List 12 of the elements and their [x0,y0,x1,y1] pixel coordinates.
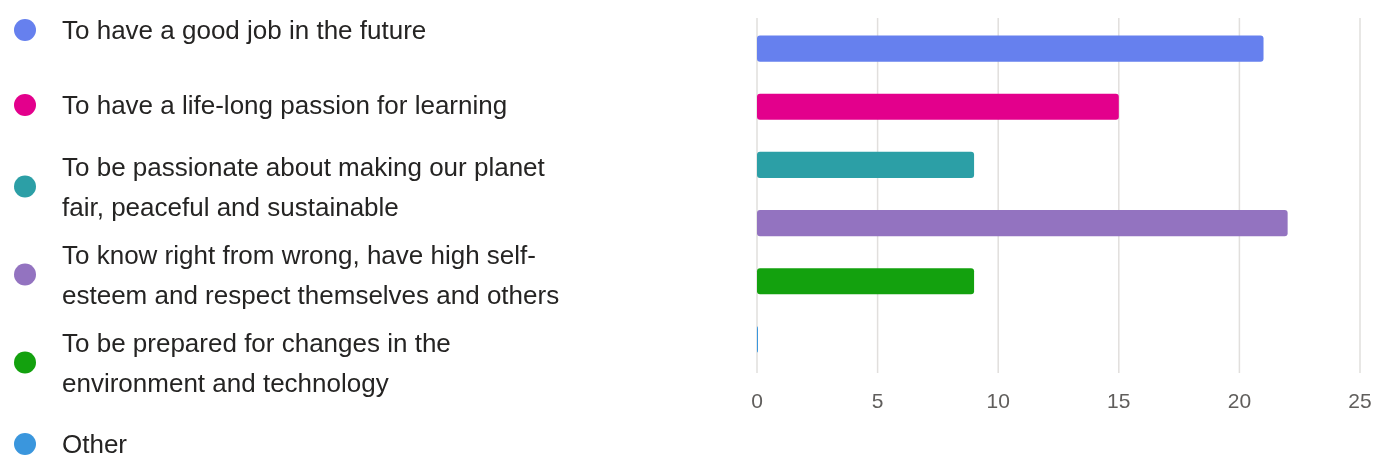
legend-label: To be prepared for changes in the environment and technology [62,327,451,398]
x-tick-label: 0 [751,389,763,412]
x-tick-label: 20 [1227,389,1252,412]
x-tick-label: 25 [1348,389,1372,412]
x-tick-label: 5 [871,389,884,412]
legend-label: Other [62,429,128,457]
x-tick-label: 10 [986,389,1010,412]
legend-label: To know right from wrong, have high self-esteem and respect themselves and others [62,239,560,310]
legend-label: To be passionate about making our planet fair, peaceful and sustainable [62,151,546,222]
x-tick-label: 15 [1107,389,1131,412]
legend-label: To have a life-long passion for learning [62,90,508,121]
legend-label: To have a good job in the future [62,15,427,46]
